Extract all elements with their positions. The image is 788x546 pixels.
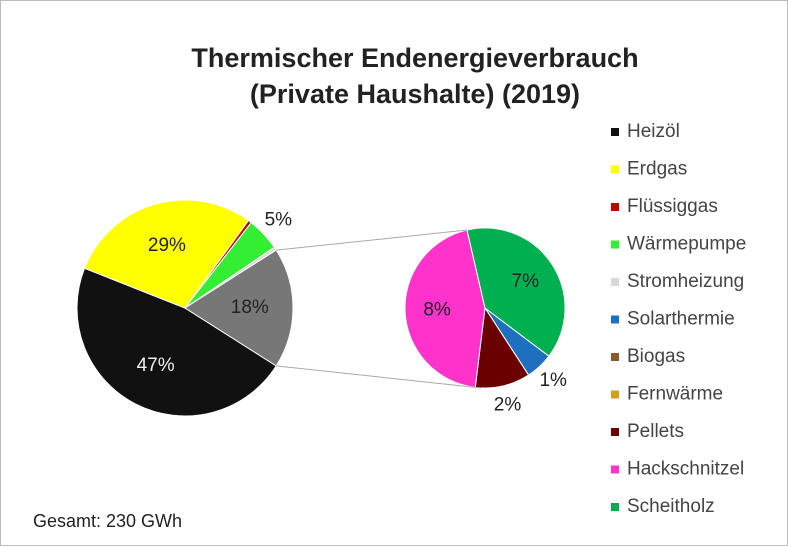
legend-label: Hackschnitzel — [627, 459, 744, 480]
pie-slice — [184, 249, 294, 367]
legend-swatch — [611, 428, 619, 436]
legend-swatch — [611, 240, 619, 249]
data-label: 2% — [494, 394, 522, 415]
pie-slice — [83, 199, 250, 309]
legend-label: Heizöl — [627, 121, 680, 142]
legend-swatch — [611, 390, 619, 399]
legend-label: Wärmepumpe — [627, 234, 746, 255]
data-label: 29% — [148, 235, 186, 256]
legend-swatch — [611, 128, 619, 136]
pie-slice — [404, 229, 486, 388]
chart-title: Thermischer Endenergieverbrauch — [191, 43, 638, 73]
data-label: 1% — [539, 370, 567, 391]
data-label: 5% — [265, 209, 293, 230]
data-label: 18% — [231, 297, 269, 318]
pie-slice — [76, 267, 277, 417]
legend-label: Fernwärme — [627, 384, 723, 405]
legend-label: Flüssiggas — [627, 196, 718, 217]
legend-swatch — [611, 203, 619, 211]
connector-line — [276, 365, 482, 389]
legend-swatch — [611, 278, 619, 286]
legend-label: Biogas — [627, 346, 685, 367]
chart-title: (Private Haushalte) (2019) — [250, 79, 580, 109]
legend-label: Scheitholz — [627, 496, 715, 517]
legend-label: Pellets — [627, 421, 684, 442]
legend-swatch — [611, 353, 619, 361]
legend-swatch — [611, 503, 619, 511]
data-label: 7% — [512, 271, 540, 292]
legend-label: Erdgas — [627, 159, 687, 180]
pie-slice — [466, 227, 566, 357]
legend-swatch — [611, 165, 619, 174]
data-label: 47% — [137, 355, 175, 376]
legend-swatch — [611, 315, 619, 324]
connector-line — [276, 229, 468, 251]
note: Gesamt: 230 GWh — [33, 511, 182, 531]
data-label: 8% — [423, 300, 451, 321]
legend-label: Solarthermie — [627, 309, 735, 330]
legend-swatch — [611, 465, 619, 474]
legend-label: Stromheizung — [627, 271, 744, 292]
